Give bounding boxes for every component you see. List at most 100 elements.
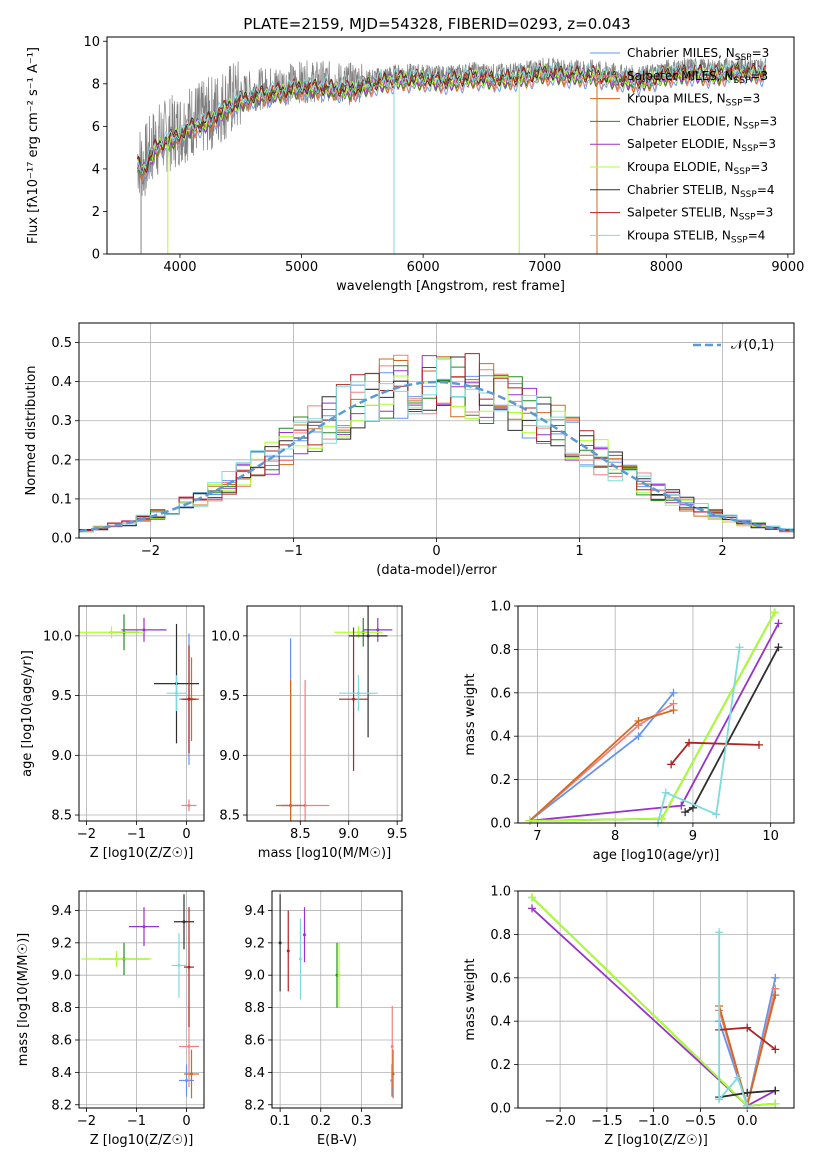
y-tick-label: 0.8 — [490, 643, 511, 658]
x-axis-label: Z [log10(Z/Z☉)] — [90, 846, 194, 861]
plus-marker — [528, 904, 537, 913]
x-tick-label: −2.0 — [544, 1114, 576, 1129]
x-tick-label: −1 — [284, 544, 303, 559]
data-point — [142, 925, 146, 929]
figure-title: PLATE=2159, MJD=54328, FIBERID=0293, z=0… — [243, 15, 630, 33]
x-tick-label: −2 — [77, 1114, 96, 1129]
panel-mass_vs_Z: −2 −1 0 8.2 8.4 8.6 8.8 9.0 9.2 9.4 Z [log10(Z/Z☉)… — [16, 890, 205, 1148]
legend-subscript: SSP — [743, 121, 760, 131]
plus-marker — [712, 810, 721, 819]
x-tick-label: 0.0 — [737, 1114, 758, 1129]
y-axis-label: mass weight — [463, 673, 478, 755]
x-tick-label: −1.5 — [591, 1114, 623, 1129]
normal-reference-curve — [78, 380, 795, 533]
weight-line — [670, 741, 760, 765]
x-tick-label: −0.5 — [685, 1114, 717, 1129]
x-tick-label: 7000 — [528, 260, 561, 275]
y-tick-label: 1.0 — [490, 600, 511, 615]
plus-marker — [715, 928, 724, 937]
y-axis-label: mass weight — [463, 958, 478, 1040]
x-tick-label: 0 — [182, 1114, 190, 1129]
legend-count: =3 — [743, 92, 761, 106]
weight-line — [684, 646, 780, 813]
legend-entry: Kroupa ELODIE, NSSP=3 — [627, 160, 768, 177]
y-axis-label: Flux [fλ10⁻¹⁷ erg cm⁻² s⁻¹ A⁻¹] — [26, 47, 41, 244]
legend-entry: Chabrier ELODIE, NSSP=3 — [627, 114, 777, 131]
y-tick-label: 9.4 — [244, 904, 265, 919]
plus-marker — [743, 1023, 752, 1032]
x-tick-label: 9.0 — [338, 827, 359, 842]
x-tick-label: −2 — [77, 827, 96, 842]
y-tick-label: 10.0 — [43, 629, 72, 644]
y-tick-label: 9.0 — [51, 749, 72, 764]
plus-marker — [770, 608, 779, 617]
y-tick-label: 9.4 — [51, 904, 72, 919]
plus-marker — [771, 1086, 780, 1095]
y-tick-label: 9.2 — [51, 936, 72, 951]
panel-weight_vs_age: 7 8 9 10 0.0 0.2 0.4 0.6 0.8 1.0 age [log10(age/yr… — [463, 600, 795, 863]
x-tick-label: 0.1 — [270, 1114, 291, 1129]
plus-marker — [771, 1045, 780, 1054]
legend-count: =3 — [750, 160, 768, 174]
plus-marker — [771, 1099, 780, 1108]
axes-frame — [246, 605, 403, 822]
y-tick-label: 0.4 — [490, 730, 511, 745]
x-axis-label: age [log10(age/yr)] — [593, 848, 720, 863]
axes-frame — [78, 890, 205, 1109]
legend-count: =4 — [757, 183, 775, 197]
y-tick-label: 8.2 — [51, 1098, 72, 1113]
data-point — [376, 628, 380, 632]
x-tick-label: −1.0 — [638, 1114, 670, 1129]
plus-marker — [755, 740, 764, 749]
y-tick-label: 8.5 — [51, 809, 72, 824]
plus-marker — [634, 717, 643, 726]
x-tick-label: 8.5 — [290, 827, 311, 842]
data-point — [185, 1078, 188, 1082]
x-tick-label: 8000 — [650, 260, 683, 275]
panel-age_vs_Z: −2 −1 0 8.5 9.0 9.5 10.0 Z [log10(Z/Z☉)] age [lo… — [20, 605, 205, 861]
y-tick-label: 9.0 — [219, 749, 240, 764]
y-tick-label: 0.0 — [490, 1102, 511, 1117]
model-spectrum-line — [137, 59, 767, 175]
y-tick-label: 0.6 — [490, 971, 511, 986]
y-tick-label: 9.2 — [244, 936, 265, 951]
axes-frame — [78, 322, 795, 539]
y-tick-label: 8.4 — [244, 1066, 265, 1081]
y-tick-label: 9.5 — [219, 689, 240, 704]
data-point — [115, 957, 118, 961]
x-tick-label: −1 — [127, 1114, 146, 1129]
data-point — [177, 963, 181, 967]
observed-spectrum-line — [137, 55, 767, 197]
x-tick-label: 10 — [762, 829, 779, 844]
legend-subscript: SSP — [740, 190, 757, 200]
y-tick-label: 1.0 — [490, 885, 511, 900]
y-tick-label: 0.4 — [51, 375, 72, 390]
plus-marker — [715, 1095, 724, 1104]
y-tick-label: 8.2 — [244, 1098, 265, 1113]
y-tick-label: 8.8 — [51, 1001, 72, 1016]
legend-subscript: SSP — [735, 53, 752, 63]
y-tick-label: 0.2 — [490, 1058, 511, 1073]
panel-mass_vs_ebv: 0.1 0.2 0.3 8.2 8.4 8.6 8.8 9.0 9.2 9.4 E(B-V) — [244, 890, 403, 1148]
plus-marker — [685, 738, 694, 747]
legend-count: =3 — [752, 46, 770, 60]
x-tick-label: 0.3 — [351, 1114, 372, 1129]
data-point — [110, 630, 113, 634]
data-point — [391, 1072, 395, 1076]
axes-frame — [271, 890, 403, 1109]
x-axis-label: E(B-V) — [317, 1133, 357, 1148]
data-point — [352, 697, 356, 701]
data-point — [356, 630, 360, 634]
legend-entry: Kroupa MILES, NSSP=3 — [627, 92, 760, 109]
data-point — [187, 697, 191, 701]
legend-subscript: SSP — [731, 235, 748, 245]
x-tick-label: −2 — [141, 544, 160, 559]
x-axis-label: mass [log10(M/M☉)] — [258, 846, 391, 861]
x-tick-label: 5000 — [285, 260, 318, 275]
y-tick-label: 0.2 — [51, 453, 72, 468]
x-tick-label: 9.5 — [387, 827, 408, 842]
legend-subscript: SSP — [726, 99, 743, 109]
y-axis-label: Normed distribution — [24, 366, 39, 496]
legend-count: =3 — [750, 69, 768, 83]
